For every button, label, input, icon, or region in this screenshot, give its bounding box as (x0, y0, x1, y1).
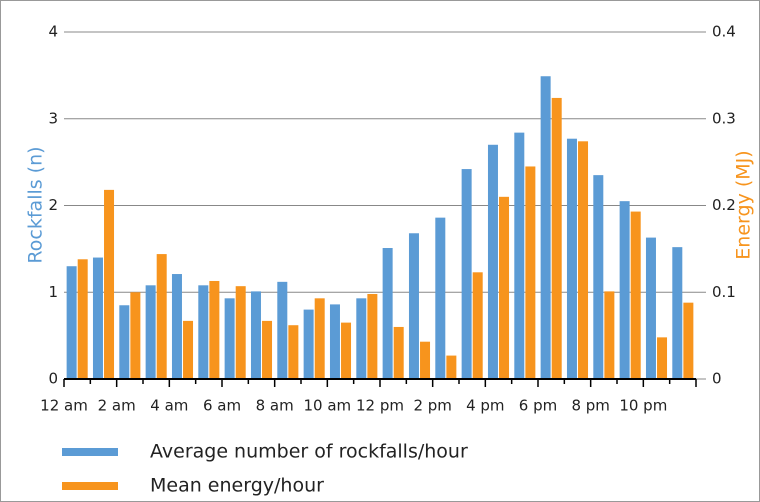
y-tick-label: 2 (48, 196, 58, 214)
legend-label: Mean energy/hour (150, 475, 324, 497)
bar (472, 272, 483, 379)
bar (446, 355, 457, 379)
bar (77, 259, 88, 379)
x-tick-label: 12 pm (356, 397, 404, 415)
bar (367, 293, 378, 379)
bar (183, 320, 194, 379)
x-tick-label: 4 am (150, 397, 188, 415)
y2-tick-label: 0.4 (712, 23, 736, 41)
bar (487, 144, 498, 379)
bar (224, 298, 235, 379)
x-tick-label: 2 pm (413, 397, 451, 415)
bar (262, 320, 273, 379)
x-tick-label: 6 am (203, 397, 241, 415)
y-axis-label: Rockfalls (n) (25, 146, 47, 263)
bar (408, 233, 419, 379)
x-tick-label: 8 pm (571, 397, 609, 415)
y2-tick-label: 0 (712, 370, 722, 388)
legend-label: Average number of rockfalls/hour (150, 441, 468, 463)
bar (250, 291, 261, 379)
bar (683, 302, 694, 379)
bar (209, 280, 220, 379)
bar (420, 341, 431, 379)
bar (393, 326, 404, 379)
bar (461, 169, 472, 379)
bar (156, 254, 167, 379)
y2-tick-label: 0.3 (712, 109, 736, 127)
bar (604, 291, 615, 379)
bar (672, 247, 683, 379)
y2-tick-label: 0.2 (712, 196, 736, 214)
bar (314, 298, 325, 379)
bar (566, 138, 577, 379)
bar (198, 285, 209, 379)
x-tick-label: 10 pm (619, 397, 667, 415)
bar (499, 196, 510, 379)
bar (551, 97, 562, 380)
bar (171, 274, 182, 379)
y2-tick-label: 0.1 (712, 283, 736, 301)
bar (145, 285, 156, 379)
bar (645, 237, 656, 379)
x-tick-label: 8 am (256, 397, 294, 415)
bar (66, 266, 77, 379)
x-tick-label: 2 am (98, 397, 136, 415)
bar (630, 211, 641, 379)
bar (514, 132, 525, 379)
y-tick-label: 0 (48, 370, 58, 388)
bar (130, 292, 141, 379)
bar (593, 175, 604, 379)
bar (525, 166, 536, 379)
bar (303, 309, 314, 379)
bar (277, 281, 288, 379)
bar (619, 201, 630, 379)
bar (119, 305, 130, 379)
y-tick-label: 4 (48, 23, 58, 41)
x-tick-label: 6 pm (519, 397, 557, 415)
bar (235, 286, 246, 379)
bar (657, 337, 668, 379)
bar (92, 257, 103, 379)
bar (356, 298, 367, 379)
y-tick-label: 1 (48, 283, 58, 301)
x-tick-label: 4 pm (466, 397, 504, 415)
bar (540, 76, 551, 380)
bar (341, 322, 352, 379)
bar (329, 304, 340, 379)
bar (435, 217, 446, 379)
bar (104, 189, 115, 379)
bar (578, 141, 589, 379)
y-tick-label: 3 (48, 109, 58, 127)
x-tick-label: 12 am (40, 397, 88, 415)
x-tick-label: 10 am (303, 397, 351, 415)
bar (288, 325, 299, 379)
y2-axis-label: Energy (MJ) (733, 150, 755, 259)
bar (382, 248, 393, 379)
